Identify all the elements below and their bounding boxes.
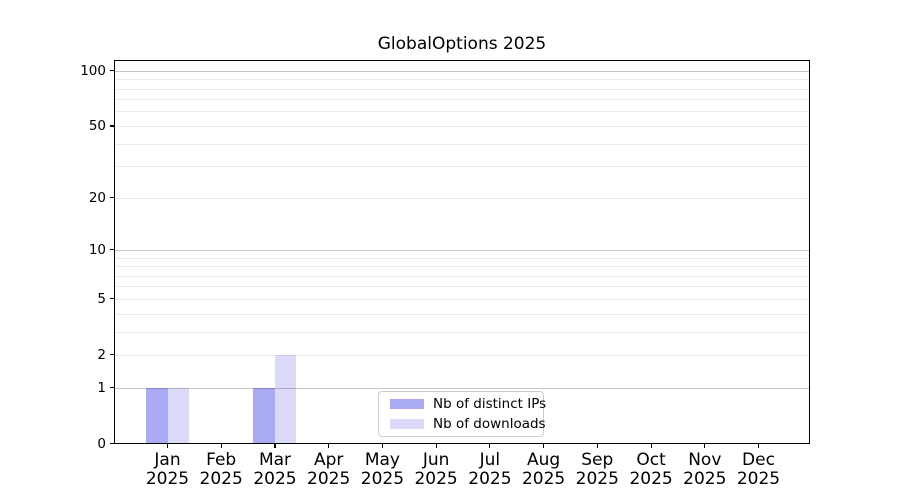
x-tick-label-oct: Oct 2025 <box>613 451 689 489</box>
legend-row-distinct-ips: Nb of distinct IPs <box>390 396 547 412</box>
x-tick-label-apr: Apr 2025 <box>291 451 367 489</box>
minor-gridline-80 <box>114 88 810 90</box>
legend-label-distinct-ips: Nb of distinct IPs <box>433 396 547 412</box>
x-tick-year: 2025 <box>683 469 727 489</box>
legend-label-downloads: Nb of downloads <box>433 416 546 432</box>
y-tick-2 <box>110 354 114 356</box>
y-tick-50 <box>110 125 114 127</box>
x-tick-year: 2025 <box>468 469 512 489</box>
x-tick-month: Nov <box>688 450 722 470</box>
x-tick-year: 2025 <box>629 469 673 489</box>
x-tick-apr <box>328 444 330 448</box>
x-tick-aug <box>543 444 545 448</box>
y-tick-label-20: 20 <box>88 189 106 206</box>
y-tick-label-10: 10 <box>88 241 106 258</box>
legend-row-downloads: Nb of downloads <box>390 416 546 432</box>
chart-title: GlobalOptions 2025 <box>377 34 547 54</box>
minor-gridline-20 <box>114 197 810 199</box>
x-tick-label-mar: Mar 2025 <box>237 451 313 489</box>
minor-gridline-8 <box>114 266 810 267</box>
x-tick-month: Oct <box>636 450 666 470</box>
y-tick-label-2: 2 <box>97 346 106 363</box>
bar-downloads-mar <box>274 354 297 444</box>
x-tick-year: 2025 <box>414 469 458 489</box>
x-tick-sep <box>596 444 598 448</box>
x-tick-jan <box>166 444 169 448</box>
x-tick-may <box>381 444 383 448</box>
x-tick-year: 2025 <box>360 469 405 489</box>
x-tick-month: Jan <box>154 450 181 470</box>
x-tick-month: Mar <box>258 450 292 470</box>
x-tick-year: 2025 <box>253 469 297 489</box>
x-tick-label-jun: Jun 2025 <box>398 451 474 489</box>
x-tick-label-jul: Jul 2025 <box>452 451 528 489</box>
y-tick-label-5: 5 <box>97 290 106 307</box>
minor-gridline-60 <box>114 111 810 113</box>
y-tick-label-0: 0 <box>97 435 106 452</box>
x-tick-month: Sep <box>581 450 614 470</box>
plot-border <box>114 60 810 444</box>
x-tick-label-sep: Sep 2025 <box>559 451 635 489</box>
minor-gridline-5 <box>114 298 810 300</box>
minor-gridline-4 <box>114 313 810 315</box>
x-tick-oct <box>650 444 652 448</box>
x-tick-year: 2025 <box>199 469 243 489</box>
x-tick-month: May <box>364 450 400 470</box>
y-tick-label-100: 100 <box>80 62 106 79</box>
x-tick-jun <box>435 444 437 448</box>
x-tick-month: Jun <box>422 450 450 470</box>
minor-gridline-9 <box>114 257 810 259</box>
y-tick-label-50: 50 <box>88 117 106 134</box>
minor-gridline-2 <box>114 354 810 356</box>
plot-area <box>114 60 810 444</box>
x-tick-month: Dec <box>742 450 775 470</box>
y-tick-1 <box>110 387 114 389</box>
minor-gridline-40 <box>114 143 810 145</box>
major-gridline-1 <box>114 387 810 389</box>
x-tick-label-jan: Jan 2025 <box>130 451 206 489</box>
x-tick-label-dec: Dec 2025 <box>721 451 797 489</box>
legend-swatch-distinct-ips <box>390 399 424 409</box>
y-tick-10 <box>110 249 114 251</box>
y-tick-5 <box>110 298 114 300</box>
x-tick-year: 2025 <box>575 469 619 489</box>
x-tick-dec <box>757 444 760 448</box>
minor-gridline-3 <box>114 331 810 333</box>
x-tick-month: Feb <box>206 450 237 470</box>
x-tick-label-nov: Nov 2025 <box>667 451 743 489</box>
minor-gridline-7 <box>114 275 810 277</box>
x-tick-month: Apr <box>313 450 344 470</box>
x-tick-year: 2025 <box>521 469 566 489</box>
x-tick-mar <box>274 444 276 448</box>
y-tick-label-1: 1 <box>97 379 106 396</box>
bar-distinct-ips-mar <box>253 387 275 444</box>
x-tick-year: 2025 <box>736 469 781 489</box>
x-tick-label-may: May 2025 <box>344 451 420 489</box>
x-tick-feb <box>220 444 222 448</box>
x-tick-label-aug: Aug 2025 <box>506 451 582 489</box>
x-tick-jul <box>489 444 491 448</box>
legend-swatch-downloads <box>390 419 424 429</box>
major-gridline-100 <box>114 70 810 72</box>
minor-gridline-30 <box>114 166 810 168</box>
y-tick-0 <box>110 443 114 445</box>
bar-distinct-ips-jan <box>146 387 168 444</box>
minor-gridline-6 <box>114 286 810 288</box>
minor-gridline-50 <box>114 125 810 127</box>
x-tick-month: Jul <box>479 450 501 470</box>
x-tick-nov <box>704 444 706 448</box>
x-tick-label-feb: Feb 2025 <box>183 451 259 489</box>
minor-gridline-70 <box>114 99 810 101</box>
x-tick-month: Aug <box>526 450 561 470</box>
y-tick-100 <box>110 70 114 72</box>
major-gridline-10 <box>114 249 810 251</box>
x-tick-year: 2025 <box>145 469 190 489</box>
y-tick-20 <box>110 197 114 199</box>
x-tick-year: 2025 <box>307 469 351 489</box>
legend: Nb of distinct IPs Nb of downloads <box>378 391 547 437</box>
minor-gridline-90 <box>114 79 810 81</box>
bar-downloads-jan <box>167 387 189 444</box>
